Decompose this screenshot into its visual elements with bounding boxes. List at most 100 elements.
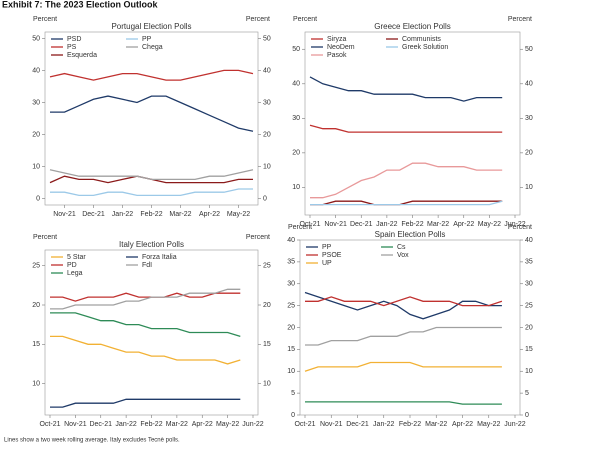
y2-tick-label: 20 <box>525 324 533 331</box>
y2-tick-label: 15 <box>263 341 271 348</box>
y2-tick-label: 10 <box>525 368 533 375</box>
x-tick-label: Mar-22 <box>425 421 447 428</box>
figure-title: Exhibit 7: The 2023 Election Outlook <box>2 0 159 9</box>
legend-label: UP <box>322 260 332 267</box>
y-axis-label: Percent <box>33 16 57 23</box>
y2-tick-label: 35 <box>525 259 533 266</box>
x-tick-label: Apr-22 <box>192 421 213 428</box>
series-line <box>309 76 503 102</box>
x-tick-label: Dec-21 <box>89 421 112 428</box>
y-tick-label: 5 <box>291 390 295 397</box>
y-tick-label: 40 <box>292 81 300 88</box>
legend-label: Esquerda <box>67 52 97 59</box>
legend-label: FdI <box>142 262 152 269</box>
x-tick-label: Jan-22 <box>373 421 395 428</box>
x-tick-label: Jun-22 <box>504 221 526 228</box>
y2-axis-label: Percent <box>246 16 270 23</box>
x-tick-label: Dec-21 <box>350 221 373 228</box>
series-line <box>50 335 241 365</box>
x-tick-label: Dec-21 <box>82 211 105 218</box>
y2-tick-label: 50 <box>525 46 533 53</box>
y2-tick-label: 10 <box>263 163 271 170</box>
y-axis-label: Percent <box>33 234 57 241</box>
series-line <box>50 312 241 338</box>
series-line <box>310 200 503 206</box>
x-tick-label: Dec-21 <box>346 421 369 428</box>
legend-label: PP <box>322 244 332 251</box>
y2-tick-label: 40 <box>263 67 271 74</box>
y-axis-label: Percent <box>293 16 317 23</box>
legend-label: Siryza <box>327 36 347 43</box>
y2-tick-label: 20 <box>525 150 533 157</box>
series-line <box>50 95 254 132</box>
series-line <box>304 291 502 320</box>
y-tick-label: 0 <box>291 412 295 419</box>
y2-tick-label: 40 <box>525 237 533 244</box>
legend-label: PS <box>67 44 77 51</box>
y-tick-label: 20 <box>292 150 300 157</box>
series-line <box>49 169 254 181</box>
y2-tick-label: 5 <box>525 390 529 397</box>
chart-title: Italy Election Polls <box>119 240 184 249</box>
legend-label: PD <box>67 262 77 269</box>
y2-tick-label: 50 <box>263 35 271 42</box>
x-tick-label: Jan-22 <box>115 421 137 428</box>
series-line <box>309 124 503 133</box>
x-tick-label: Oct-21 <box>39 421 60 428</box>
y-tick-label: 10 <box>292 184 300 191</box>
y-tick-label: 25 <box>287 302 295 309</box>
x-tick-label: Feb-22 <box>140 421 162 428</box>
y-tick-label: 30 <box>32 99 40 106</box>
series-line <box>49 69 254 81</box>
x-tick-label: Feb-22 <box>140 211 162 218</box>
x-tick-label: Nov-21 <box>324 221 347 228</box>
y-tick-label: 30 <box>287 281 295 288</box>
y-tick-label: 0 <box>36 195 40 202</box>
y-tick-label: 20 <box>32 131 40 138</box>
footnote: Lines show a two week rolling average. I… <box>4 438 180 444</box>
series-line <box>304 361 502 372</box>
chart-title: Portugal Election Polls <box>111 22 191 31</box>
legend-label: Forza Italia <box>142 254 177 261</box>
y-tick-label: 50 <box>292 46 300 53</box>
y-tick-label: 35 <box>287 259 295 266</box>
legend-label: Vox <box>397 252 409 259</box>
plot-frame <box>304 31 521 216</box>
x-tick-label: Mar-22 <box>427 221 449 228</box>
y2-tick-label: 30 <box>263 99 271 106</box>
y-tick-label: 20 <box>32 302 40 309</box>
legend-label: Chega <box>142 44 163 51</box>
y2-axis-label: Percent <box>246 234 270 241</box>
series-line <box>310 162 503 199</box>
legend-label: PSD <box>67 36 81 43</box>
x-tick-label: Nov-21 <box>320 421 343 428</box>
x-tick-label: Oct-21 <box>299 221 320 228</box>
y2-tick-label: 10 <box>525 184 533 191</box>
series-line <box>310 200 503 206</box>
y2-tick-label: 20 <box>263 131 271 138</box>
y2-axis-label: Percent <box>508 224 532 231</box>
series-line <box>50 188 253 197</box>
x-tick-label: Nov-21 <box>53 211 76 218</box>
legend-label: 5 Star <box>67 254 86 261</box>
y2-tick-label: 0 <box>525 412 529 419</box>
series-line <box>305 401 502 405</box>
x-tick-label: Apr-22 <box>453 221 474 228</box>
y-tick-label: 15 <box>32 341 40 348</box>
x-tick-label: Jun-22 <box>242 421 264 428</box>
x-tick-label: Mar-22 <box>166 421 188 428</box>
y2-tick-label: 40 <box>525 81 533 88</box>
series-line <box>305 296 503 307</box>
y-tick-label: 25 <box>32 263 40 270</box>
y2-tick-label: 25 <box>263 263 271 270</box>
y2-tick-label: 20 <box>263 302 271 309</box>
y2-tick-label: 30 <box>525 115 533 122</box>
legend-label: Greek Solution <box>402 44 448 51</box>
y-tick-label: 40 <box>287 237 295 244</box>
x-tick-label: Mar-22 <box>169 211 191 218</box>
y2-tick-label: 10 <box>263 380 271 387</box>
x-tick-label: Apr-22 <box>199 211 220 218</box>
series-line <box>305 326 502 346</box>
